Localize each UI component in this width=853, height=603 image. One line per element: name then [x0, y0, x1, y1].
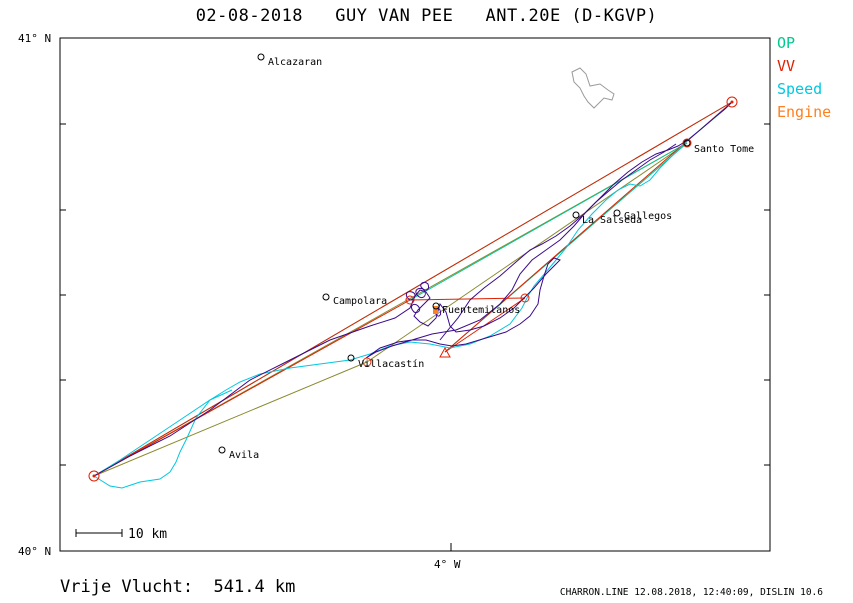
place-label-la-salseda: La Salseda	[582, 215, 642, 226]
place-label-alcazaran: Alcazaran	[268, 57, 322, 68]
legend-op: OP	[777, 34, 796, 52]
start-point	[88, 470, 100, 482]
vv-lines	[93, 101, 733, 477]
turnpoint-north-dot	[730, 100, 734, 104]
place-marker-alcazaran	[257, 53, 265, 61]
turnpoint-north	[726, 96, 738, 108]
place-label-avila: Avila	[229, 450, 259, 461]
flight-title: 02-08-2018 GUY VAN PEE ANT.20E (D-KGVP)	[195, 6, 658, 26]
legend-engine: Engine	[777, 103, 832, 121]
lat-ticks	[60, 37, 770, 552]
legend-vv: VV	[777, 57, 796, 75]
place-label-gallegos: Gallegos	[624, 211, 672, 222]
flight-track-2	[439, 143, 677, 341]
distance-label: Vrije Vlucht: 541.4 km	[60, 577, 296, 597]
place-marker-fuentemilanos	[432, 302, 440, 310]
start-point-dot	[92, 474, 96, 478]
lake-outline	[571, 67, 615, 109]
place-label-campolara: Campolara	[333, 296, 387, 307]
place-marker-santo-tome	[683, 139, 691, 147]
lon-label: 4° W	[434, 558, 461, 571]
place-label-fuentemilanos: Fuentemilanos	[442, 305, 520, 316]
place-label-villacastin: Villacastín	[358, 358, 424, 370]
place-labels: Alcazaran Santo Tome La Salseda Gallegos…	[229, 57, 754, 461]
finish-triangle	[439, 346, 451, 358]
speed-track	[93, 101, 733, 489]
generator-label: CHARRON.LINE 12.08.2018, 12:40:09, DISLI…	[559, 587, 823, 598]
lat-label-top: 41° N	[18, 32, 52, 45]
place-marker-villacastin	[347, 354, 355, 362]
place-marker-campolara	[322, 293, 330, 301]
turnpoint-east	[520, 293, 530, 303]
place-marker-avila	[218, 446, 226, 454]
scale-bar-graphic	[75, 529, 123, 537]
place-marker-la-salseda	[572, 211, 580, 219]
turnpoint-villacastin	[362, 357, 372, 367]
turnpoint-santo-tome	[682, 138, 692, 148]
place-markers	[218, 53, 691, 454]
flight-track	[93, 101, 733, 477]
engine-marker	[433, 306, 438, 314]
turnpoint-west	[405, 295, 415, 305]
scale-bar-label: 10 km	[128, 527, 167, 542]
speed-track-2	[93, 389, 233, 477]
lat-label-bottom: 40° N	[18, 545, 52, 558]
place-label-santo-tome: Santo Tome	[694, 144, 754, 155]
legend-speed: Speed	[777, 80, 823, 98]
thermal-loops	[405, 281, 441, 317]
place-marker-gallegos	[613, 209, 621, 217]
